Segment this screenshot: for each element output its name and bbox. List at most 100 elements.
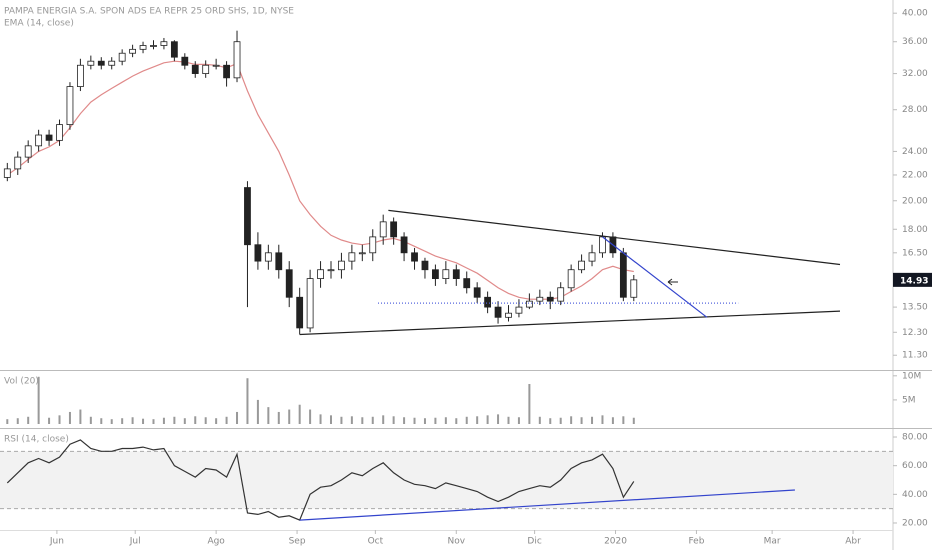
candle-body xyxy=(515,306,523,314)
volume-bar xyxy=(142,418,145,424)
candle-body xyxy=(536,296,544,302)
volume-bar xyxy=(517,417,520,424)
candle-body xyxy=(244,187,251,246)
volume-bar xyxy=(183,418,186,424)
candle-body xyxy=(494,306,502,318)
candle-body xyxy=(306,278,314,329)
y-tick-label: 11.30 xyxy=(902,351,928,361)
candle-body xyxy=(400,236,408,254)
y-tick-label: 16.50 xyxy=(902,248,928,258)
candle-body xyxy=(348,252,356,262)
y-tick-label: 12.30 xyxy=(902,328,928,338)
x-tick-label: Ago xyxy=(207,537,225,547)
y-tick-label: 40.00 xyxy=(902,490,928,500)
volume-bar xyxy=(100,418,103,424)
x-tick-label: Dic xyxy=(527,537,541,547)
volume-bar xyxy=(340,416,343,424)
volume-bar xyxy=(392,416,395,424)
candle-body xyxy=(181,56,189,66)
rsi-band xyxy=(0,451,893,509)
x-tick-label: Abr xyxy=(845,537,861,547)
candle-body xyxy=(619,252,627,298)
volume-bar xyxy=(382,415,385,424)
volume-bar xyxy=(329,415,332,424)
volume-bar xyxy=(486,415,489,424)
candle-body xyxy=(390,221,398,238)
last-price-box xyxy=(893,272,932,287)
y-tick-label: 60.00 xyxy=(902,461,928,471)
volume-bar xyxy=(6,419,9,424)
candle-body xyxy=(108,60,116,66)
volume-bar xyxy=(611,417,614,424)
volume-bar xyxy=(288,409,291,424)
volume-bar xyxy=(580,417,583,424)
volume-bar xyxy=(632,417,635,424)
volume-bar xyxy=(476,416,479,424)
volume-bar xyxy=(371,416,374,424)
volume-bar xyxy=(309,409,312,424)
candle-body xyxy=(296,296,304,329)
volume-bar xyxy=(16,418,19,424)
volume-bar xyxy=(538,416,541,424)
volume-bar xyxy=(27,416,30,424)
y-tick-label: 28.00 xyxy=(902,105,928,115)
volume-bar xyxy=(434,417,437,424)
volume-bar xyxy=(256,399,259,424)
volume-bar xyxy=(528,384,531,424)
rsi-line xyxy=(6,439,635,521)
x-tick-label: Feb xyxy=(688,537,704,547)
volume-bar xyxy=(162,417,165,424)
y-tick-label: 5M xyxy=(902,395,916,405)
volume-bar xyxy=(58,415,61,424)
volume-bar xyxy=(350,416,353,424)
volume-bar xyxy=(37,376,40,424)
pane-title: RSI (14, close) xyxy=(4,435,69,445)
candle-body xyxy=(411,252,418,262)
candle-body xyxy=(223,64,230,79)
legend-entry: EMA (14, close) xyxy=(4,19,74,29)
candle-body xyxy=(87,60,95,66)
volume-bar xyxy=(152,419,155,424)
volume-bar xyxy=(267,407,270,424)
volume-bar xyxy=(79,409,82,424)
volume-bar xyxy=(298,404,301,424)
x-tick-label: Jun xyxy=(49,537,64,547)
candle-body xyxy=(233,41,241,79)
x-tick-label: Jul xyxy=(129,537,141,547)
y-tick-label: 20.00 xyxy=(902,518,928,528)
candle-body xyxy=(285,269,293,298)
y-tick-label: 20.00 xyxy=(902,196,928,206)
candle-body xyxy=(432,269,439,279)
candle-body xyxy=(379,221,387,238)
volume-bar xyxy=(89,416,92,424)
candle-body xyxy=(56,124,63,141)
candle-body xyxy=(160,41,168,46)
volume-bar xyxy=(423,418,426,424)
candle-body xyxy=(170,41,178,58)
y-tick-label: 40.00 xyxy=(902,9,928,19)
candle-body xyxy=(567,269,575,289)
volume-bar xyxy=(549,418,552,424)
candle-body xyxy=(369,236,377,254)
volume-bar xyxy=(319,414,322,424)
trendline xyxy=(602,236,708,318)
y-tick-label: 18.00 xyxy=(902,225,928,235)
volume-bar xyxy=(497,414,500,424)
chart-title: PAMPA ENERGIA S.A. SPON ADS EA REPR 25 O… xyxy=(4,7,294,17)
volume-bar xyxy=(246,378,249,424)
y-tick-label: 80.00 xyxy=(902,433,928,443)
volume-bar xyxy=(110,419,113,424)
x-tick-label: Sep xyxy=(289,537,306,547)
candle-body xyxy=(24,145,32,158)
volume-bar xyxy=(277,411,280,424)
volume-bar xyxy=(121,418,124,424)
candle-body xyxy=(254,244,262,262)
y-tick-label: 10M xyxy=(902,371,921,381)
candle-body xyxy=(264,252,272,262)
x-tick-label: Mar xyxy=(764,537,781,547)
candle-body xyxy=(473,287,481,298)
volume-bar xyxy=(236,411,239,424)
candle-body xyxy=(557,287,565,302)
volume-bar xyxy=(68,411,71,424)
